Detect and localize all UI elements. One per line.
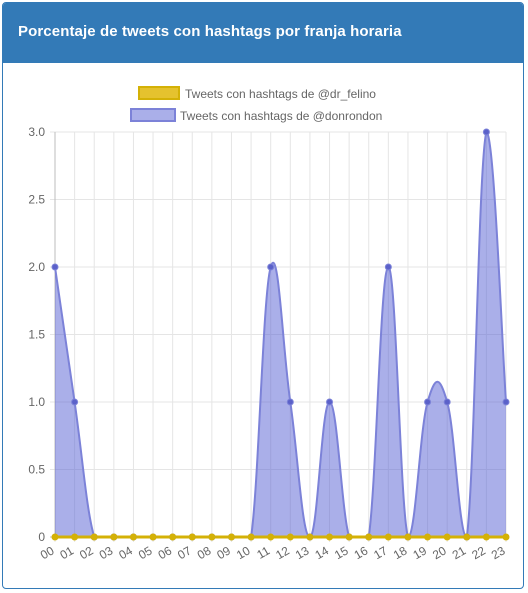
data-point-series-1[interactable] [90,533,98,541]
data-point-series-1[interactable] [51,533,59,541]
data-point-series-1[interactable] [345,533,353,541]
data-point-series-1[interactable] [306,533,314,541]
x-tick-label: 20 [430,543,449,562]
x-tick-label: 16 [352,543,371,562]
data-point-series-2[interactable] [267,263,275,271]
x-tick-label: 09 [214,543,233,562]
panel-title: Porcentaje de tweets con hashtags por fr… [3,3,523,63]
data-point-series-1[interactable] [404,533,412,541]
data-point-series-1[interactable] [482,533,490,541]
data-point-series-1[interactable] [129,533,137,541]
legend-swatch [138,86,180,100]
data-point-series-1[interactable] [169,533,177,541]
x-tick-label: 21 [450,543,469,562]
x-tick-label: 18 [391,543,410,562]
x-axis-ticks: 00 01 02 03 04 05 06 07 08 09 10 11 12 13 14 15 16 17 18 19… [38,543,508,562]
y-tick-label: 1.0 [28,395,45,409]
data-point-series-1[interactable] [424,533,432,541]
y-tick-label: 0 [38,530,45,544]
data-point-series-1[interactable] [384,533,392,541]
data-point-series-1[interactable] [463,533,471,541]
legend-item-2[interactable]: Tweets con hashtags de @donrondon [130,108,382,123]
legend-label: Tweets con hashtags de @dr_felino [185,87,376,101]
x-tick-label: 08 [195,543,214,562]
data-point-series-2[interactable] [326,398,334,406]
x-tick-label: 07 [175,543,194,562]
data-point-series-1[interactable] [188,533,196,541]
data-point-series-1[interactable] [286,533,294,541]
x-tick-label: 05 [136,543,155,562]
data-point-series-1[interactable] [110,533,118,541]
y-tick-label: 2.0 [28,260,45,274]
x-tick-label: 13 [293,543,312,562]
data-point-series-2[interactable] [286,398,294,406]
x-tick-label: 02 [77,543,96,562]
data-point-series-2[interactable] [443,398,451,406]
x-tick-label: 12 [273,543,292,562]
y-tick-label: 0.5 [28,463,45,477]
x-tick-label: 22 [469,543,488,562]
y-tick-label: 2.5 [28,193,45,207]
x-tick-label: 19 [410,543,429,562]
x-tick-label: 00 [38,543,57,562]
x-tick-label: 11 [254,543,272,562]
data-point-series-2[interactable] [482,128,490,136]
legend-item-1[interactable]: Tweets con hashtags de @dr_felino [138,86,376,101]
legend-label: Tweets con hashtags de @donrondon [180,109,382,123]
data-point-series-1[interactable] [326,533,334,541]
x-tick-label: 23 [489,543,508,562]
x-tick-label: 04 [116,543,135,562]
data-point-series-2[interactable] [71,398,79,406]
y-tick-label: 3.0 [28,125,45,139]
y-tick-label: 1.5 [28,328,45,342]
data-point-series-1[interactable] [443,533,451,541]
x-tick-label: 17 [371,543,390,562]
x-tick-label: 14 [312,543,331,562]
series-area-2 [55,132,506,537]
x-tick-label: 03 [97,543,116,562]
data-point-series-2[interactable] [51,263,59,271]
x-tick-label: 06 [156,543,175,562]
chart-grid [50,131,507,542]
chart-legend[interactable]: Tweets con hashtags de @dr_felino Tweets … [130,86,382,123]
x-tick-label: 15 [332,543,351,562]
x-tick-label: 01 [58,543,77,562]
y-axis-ticks: 0 0.5 1.0 1.5 2.0 2.5 3.0 [28,125,45,544]
data-point-series-1[interactable] [247,533,255,541]
data-point-series-2[interactable] [384,263,392,271]
data-point-series-1[interactable] [267,533,275,541]
data-point-series-2[interactable] [502,398,510,406]
legend-swatch [130,108,176,122]
x-tick-label: 10 [234,543,253,562]
data-point-series-1[interactable] [227,533,235,541]
data-point-series-1[interactable] [208,533,216,541]
data-point-series-1[interactable] [365,533,373,541]
data-point-series-1[interactable] [71,533,79,541]
data-point-series-1[interactable] [149,533,157,541]
data-point-series-2[interactable] [424,398,432,406]
chart-points [51,128,510,541]
data-point-series-1[interactable] [502,533,510,541]
